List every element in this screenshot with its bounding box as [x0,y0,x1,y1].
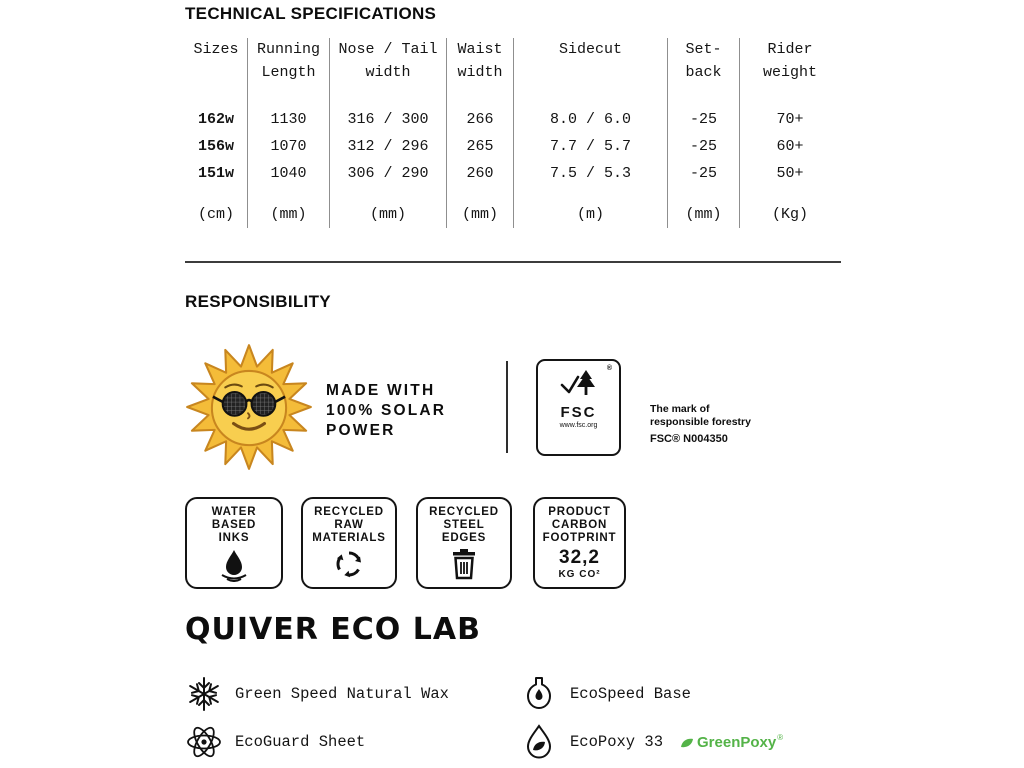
spec-cell: -25 [689,138,717,155]
spec-column-sidecut: Sidecut 8.0 / 6.0 7.7 / 5.7 7.5 / 5.3 (m… [514,38,668,228]
spec-column-setback: Set- back -25 -25 -25 (mm) [668,38,740,228]
snowflake-icon [185,676,223,712]
fsc-acronym: FSC [560,404,597,421]
badge-recycled-raw-materials: RECYCLED RAW MATERIALS [301,497,397,589]
greenpoxy-leaf-icon [681,738,694,747]
column-header: Set- [685,41,722,58]
eco-item-label: EcoSpeed Base [570,685,691,703]
column-header: Running [256,41,320,58]
eco-item-ecopoxy: EcoPoxy 33 GreenPoxy ® [520,722,783,762]
fsc-mark-text: The mark of responsible forestry [650,403,751,428]
spec-table: Sizes 162w 156w 151w (cm) Running Length… [185,38,840,228]
eco-item-ecoguard-sheet: EcoGuard Sheet [185,722,365,762]
spec-column-rider-weight: Rider weight 70+ 60+ 50+ (Kg) [740,38,840,228]
spec-cell: 1070 [270,138,307,155]
spec-unit: (mm) [369,206,406,223]
spec-unit: (Kg) [771,206,808,223]
column-header: width [457,64,503,81]
column-header: Waist [457,41,503,58]
spec-column-waist: Waist width 266 265 260 (mm) [447,38,514,228]
spec-cell: 1130 [270,111,307,128]
fsc-license-number: FSC® N004350 [650,433,728,445]
spec-cell: 60+ [776,138,804,155]
spec-cell: 70+ [776,111,804,128]
column-header: Length [261,64,316,81]
eco-item-label: EcoPoxy 33 [570,733,664,751]
greenpoxy-logo: GreenPoxy ® [679,732,784,751]
badge-water-based-inks: WATER BASED INKS [185,497,283,589]
carbon-footprint-unit: KG CO² [558,569,601,580]
spec-column-sizes: Sizes 162w 156w 151w (cm) [185,38,248,228]
leaf-drop-icon [520,724,558,760]
spec-cell: 312 / 296 [347,138,429,155]
spec-cell: 162w [197,111,234,128]
section-divider [185,261,841,263]
spec-cell: 266 [466,111,494,128]
spec-cell: 306 / 290 [347,165,429,182]
vertical-divider [506,361,508,453]
spec-cell: 151w [197,165,234,182]
spec-unit: (mm) [685,206,722,223]
badge-recycled-steel-edges: RECYCLED STEEL EDGES [416,497,512,589]
badge-carbon-footprint: PRODUCT CARBON FOOTPRINT 32,2 KG CO² [533,497,626,589]
fsc-url: www.fsc.org [559,422,598,429]
atom-icon [185,723,223,761]
eco-item-label: Green Speed Natural Wax [235,685,449,703]
spec-unit: (cm) [197,206,234,223]
spec-cell: 156w [197,138,234,155]
spec-cell: 8.0 / 6.0 [549,111,631,128]
spec-cell: 7.5 / 5.3 [549,165,631,182]
quiver-eco-lab-title: QUIVER ECO LAB [185,612,481,647]
column-header: back [685,64,722,81]
column-header: Nose / Tail [338,41,438,58]
technical-specs-title: TECHNICAL SPECIFICATIONS [185,4,437,23]
spec-column-running-length: Running Length 1130 1070 1040 (mm) [248,38,330,228]
responsibility-title: RESPONSIBILITY [185,292,331,311]
carbon-footprint-value: 32,2 [559,547,600,568]
spec-column-nose-tail: Nose / Tail width 316 / 300 312 / 296 30… [330,38,447,228]
spec-cell: 7.7 / 5.7 [549,138,631,155]
greenpoxy-registered-mark: ® [777,732,784,742]
spec-cell: 50+ [776,165,804,182]
sun-with-sunglasses-icon [186,344,312,470]
registered-mark: ® [606,365,612,372]
recycle-icon [333,551,363,580]
column-header: Sizes [193,41,239,58]
spec-cell: 260 [466,165,494,182]
spec-cell: 265 [466,138,494,155]
spec-unit: (mm) [270,206,307,223]
column-header: width [365,64,411,81]
spec-cell: 1040 [270,165,307,182]
column-header: weight [762,64,817,81]
spec-unit: (mm) [461,206,498,223]
greenpoxy-text: GreenPoxy [697,733,777,751]
trash-bin-icon [453,549,475,580]
spec-cell: -25 [689,111,717,128]
solar-power-claim: MADE WITH 100% SOLAR POWER [326,382,447,439]
flask-icon [520,676,558,712]
spec-cell: -25 [689,165,717,182]
column-header: Sidecut [558,41,622,58]
fsc-logo: ® FSC www.fsc.org [536,359,621,456]
fsc-tree-icon [560,370,595,395]
eco-item-natural-wax: Green Speed Natural Wax [185,674,449,714]
spec-cell: 316 / 300 [347,111,429,128]
eco-item-ecospeed-base: EcoSpeed Base [520,674,691,714]
eco-item-label: EcoGuard Sheet [235,733,366,751]
column-header: Rider [767,41,813,58]
spec-unit: (m) [576,206,604,223]
water-drop-icon [221,550,247,582]
